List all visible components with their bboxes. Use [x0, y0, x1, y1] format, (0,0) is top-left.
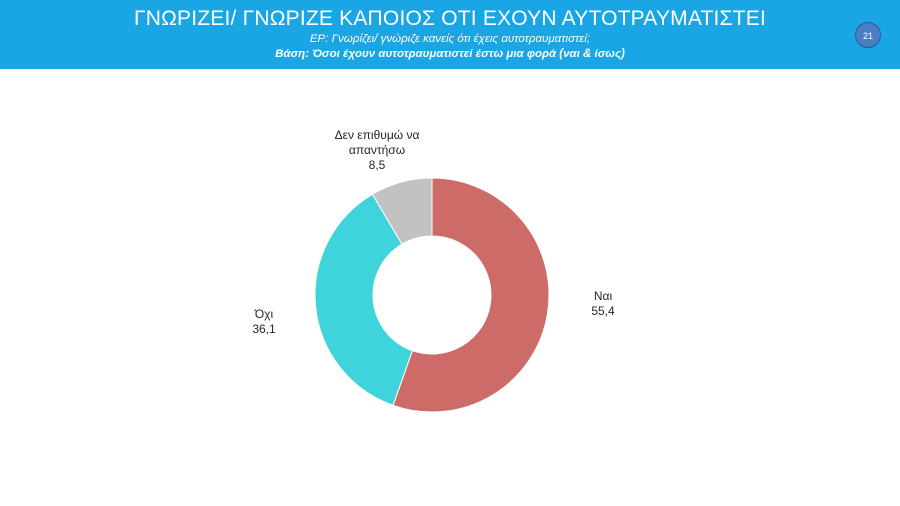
header-bar: ΓΝΩΡΙΖΕΙ/ ΓΝΩΡΙΖΕ ΚΑΠΟΙΟΣ ΟΤΙ ΕΧΟΥΝ ΑΥΤΟ… — [0, 0, 900, 69]
page-number-badge: 21 — [855, 22, 881, 48]
slice-value-label: 8,5 — [369, 158, 386, 172]
slice-category-label: Όχι — [254, 307, 274, 321]
pie-slice — [371, 177, 433, 245]
page-title: ΓΝΩΡΙΖΕΙ/ ΓΝΩΡΙΖΕ ΚΑΠΟΙΟΣ ΟΤΙ ΕΧΟΥΝ ΑΥΤΟ… — [133, 7, 767, 30]
question-text: ΕΡ: Γνωρίζει/ γνώριζε κανείς ότι έχεις α… — [309, 33, 591, 45]
pie-slice — [392, 177, 550, 413]
slice-value-label: 36,1 — [252, 322, 276, 336]
base-text: Βάση: Όσοι έχουν αυτοτραυματιστεί έστω μ… — [275, 48, 625, 60]
slice-value-label: 55,4 — [591, 304, 615, 318]
slice-category-label: Δεν επιθυμώ να — [335, 128, 420, 142]
pie-slice — [314, 193, 414, 406]
slice-category-label: απαντήσω — [349, 143, 405, 157]
slice-category-label: Ναι — [594, 289, 613, 303]
